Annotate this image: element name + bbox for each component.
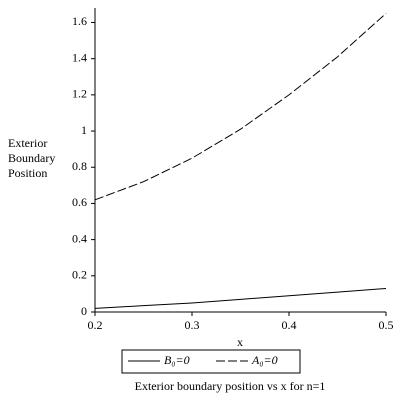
series-line — [94, 13, 387, 201]
legend-label: A₀=0 — [251, 353, 278, 367]
series-line — [94, 287, 387, 309]
y-tick-label: 1.4 — [72, 50, 87, 64]
x-axis-label: x — [237, 335, 243, 349]
y-tick-label: 0.2 — [72, 268, 87, 282]
legend-box — [121, 349, 301, 374]
x-tick-label: 0.4 — [282, 318, 297, 332]
y-tick-label: 0.8 — [72, 159, 87, 173]
legend-label: B₀=0 — [164, 353, 190, 367]
y-tick-label: 0 — [81, 304, 87, 318]
x-tick-label: 0.3 — [185, 318, 200, 332]
caption: Exterior boundary position vs x for n=1 — [135, 379, 326, 393]
y-tick-label: 1.6 — [72, 14, 87, 28]
y-axis-label: Exterior Boundary Position — [8, 136, 56, 180]
y-tick-label: 1 — [81, 123, 87, 137]
y-tick-label: 0.6 — [72, 195, 87, 209]
x-tick-label: 0.2 — [88, 318, 103, 332]
y-tick-label: 0.4 — [72, 231, 87, 245]
y-tick-label: 1.2 — [72, 87, 87, 101]
x-tick-label: 0.5 — [379, 318, 394, 332]
